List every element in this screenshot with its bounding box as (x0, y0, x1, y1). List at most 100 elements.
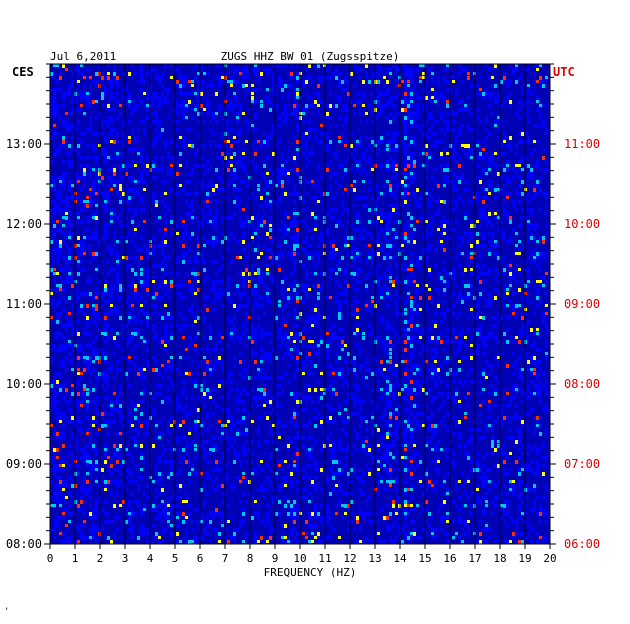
spectrogram-cell (269, 132, 272, 136)
spectrogram-cell (203, 320, 206, 324)
spectrogram-cell (251, 248, 254, 251)
spectrogram-cell (482, 196, 485, 199)
spectrogram-cell (92, 132, 95, 136)
spectrogram-cell (53, 144, 56, 148)
spectrogram-cell (227, 392, 230, 395)
spectrogram-cell (80, 96, 83, 100)
spectrogram-cell (482, 156, 485, 160)
spectrogram-cell (434, 336, 437, 340)
spectrogram-cell (65, 328, 68, 331)
spectrogram-cell (254, 164, 257, 167)
spectrogram-cell (113, 172, 116, 176)
spectrogram-cell (116, 152, 119, 155)
spectrogram-cell (470, 260, 473, 264)
spectrogram-cell (56, 300, 59, 304)
spectrogram-cell (428, 424, 431, 427)
spectrogram-cell (407, 400, 410, 403)
spectrogram-cell (431, 220, 434, 223)
spectrogram-cell (107, 80, 110, 84)
spectrogram-cell (458, 420, 461, 424)
spectrogram-cell (410, 164, 413, 168)
spectrogram-cell (482, 148, 485, 151)
spectrogram-cell (413, 296, 416, 299)
spectrogram-cell (416, 112, 419, 115)
spectrogram-cell (95, 220, 98, 224)
spectrogram-cell (308, 288, 311, 291)
spectrogram-cell (95, 324, 98, 327)
spectrogram-cell (236, 104, 239, 107)
spectrogram-cell (83, 132, 86, 136)
spectrogram-cell (152, 396, 155, 400)
spectrogram-cell (395, 372, 398, 376)
spectrogram-cell (503, 72, 506, 76)
spectrogram-cell (227, 372, 230, 375)
spectrogram-cell (443, 148, 446, 152)
spectrogram-cell (353, 84, 356, 88)
spectrogram-cell (257, 276, 260, 280)
spectrogram-cell (395, 204, 398, 208)
spectrogram-cell (329, 76, 332, 79)
spectrogram-cell (488, 332, 491, 336)
spectrogram-cell (359, 136, 362, 139)
spectrogram-cell (176, 68, 179, 71)
spectrogram-cell (503, 168, 506, 172)
spectrogram-cell (296, 172, 299, 175)
spectrogram-cell (353, 368, 356, 372)
spectrogram-cell (305, 400, 308, 403)
spectrogram-cell (146, 92, 149, 96)
spectrogram-cell (71, 304, 74, 308)
spectrogram-cell (215, 272, 218, 276)
spectrogram-cell (485, 344, 488, 347)
spectrogram-cell (62, 412, 65, 416)
spectrogram-cell (470, 380, 473, 384)
spectrogram-cell (56, 412, 59, 415)
spectrogram-cell (308, 316, 311, 320)
spectrogram-cell (83, 172, 86, 176)
spectrogram-cell (344, 272, 347, 275)
spectrogram-cell (335, 76, 338, 80)
spectrogram-cell (287, 380, 290, 384)
spectrogram-cell (89, 84, 92, 88)
spectrogram-cell (431, 300, 434, 304)
spectrogram-cell (440, 332, 443, 335)
spectrogram-cell (536, 264, 539, 267)
spectrogram-cell (440, 128, 443, 132)
spectrogram-cell (281, 280, 284, 284)
spectrogram-cell (185, 108, 188, 111)
spectrogram-cell (104, 328, 107, 332)
spectrogram-cell (329, 64, 332, 68)
spectrogram-cell (221, 116, 224, 120)
spectrogram-cell (515, 304, 518, 308)
spectrogram-cell (110, 216, 113, 219)
spectrogram-cell (269, 220, 272, 223)
spectrogram-cell (71, 232, 74, 235)
spectrogram-cell (233, 176, 236, 180)
spectrogram-cell (146, 256, 149, 260)
spectrogram-cell (314, 92, 317, 95)
spectrogram-cell (92, 320, 95, 323)
spectrogram-cell (179, 164, 182, 167)
spectrogram-cell (515, 232, 518, 235)
spectrogram-cell (287, 340, 290, 343)
spectrogram-cell (428, 68, 431, 72)
spectrogram-cell (485, 204, 488, 207)
spectrogram-cell (128, 420, 131, 424)
spectrogram-cell (458, 400, 461, 403)
spectrogram-cell (95, 252, 98, 256)
spectrogram-cell (362, 236, 365, 240)
spectrogram-cell (482, 340, 485, 344)
spectrogram-cell (416, 204, 419, 208)
spectrogram-cell (287, 180, 290, 184)
spectrogram-cell (302, 132, 305, 136)
spectrogram-cell (182, 296, 185, 299)
spectrogram-cell (71, 84, 74, 87)
spectrogram-cell (341, 336, 344, 339)
spectrogram-cell (221, 292, 224, 295)
spectrogram-cell (401, 328, 404, 331)
spectrogram-cell (443, 76, 446, 80)
spectrogram-cell (356, 68, 359, 71)
spectrogram-cell (491, 364, 494, 367)
spectrogram-cell (128, 356, 131, 359)
spectrogram-cell (377, 92, 380, 95)
spectrogram-cell (269, 68, 272, 72)
